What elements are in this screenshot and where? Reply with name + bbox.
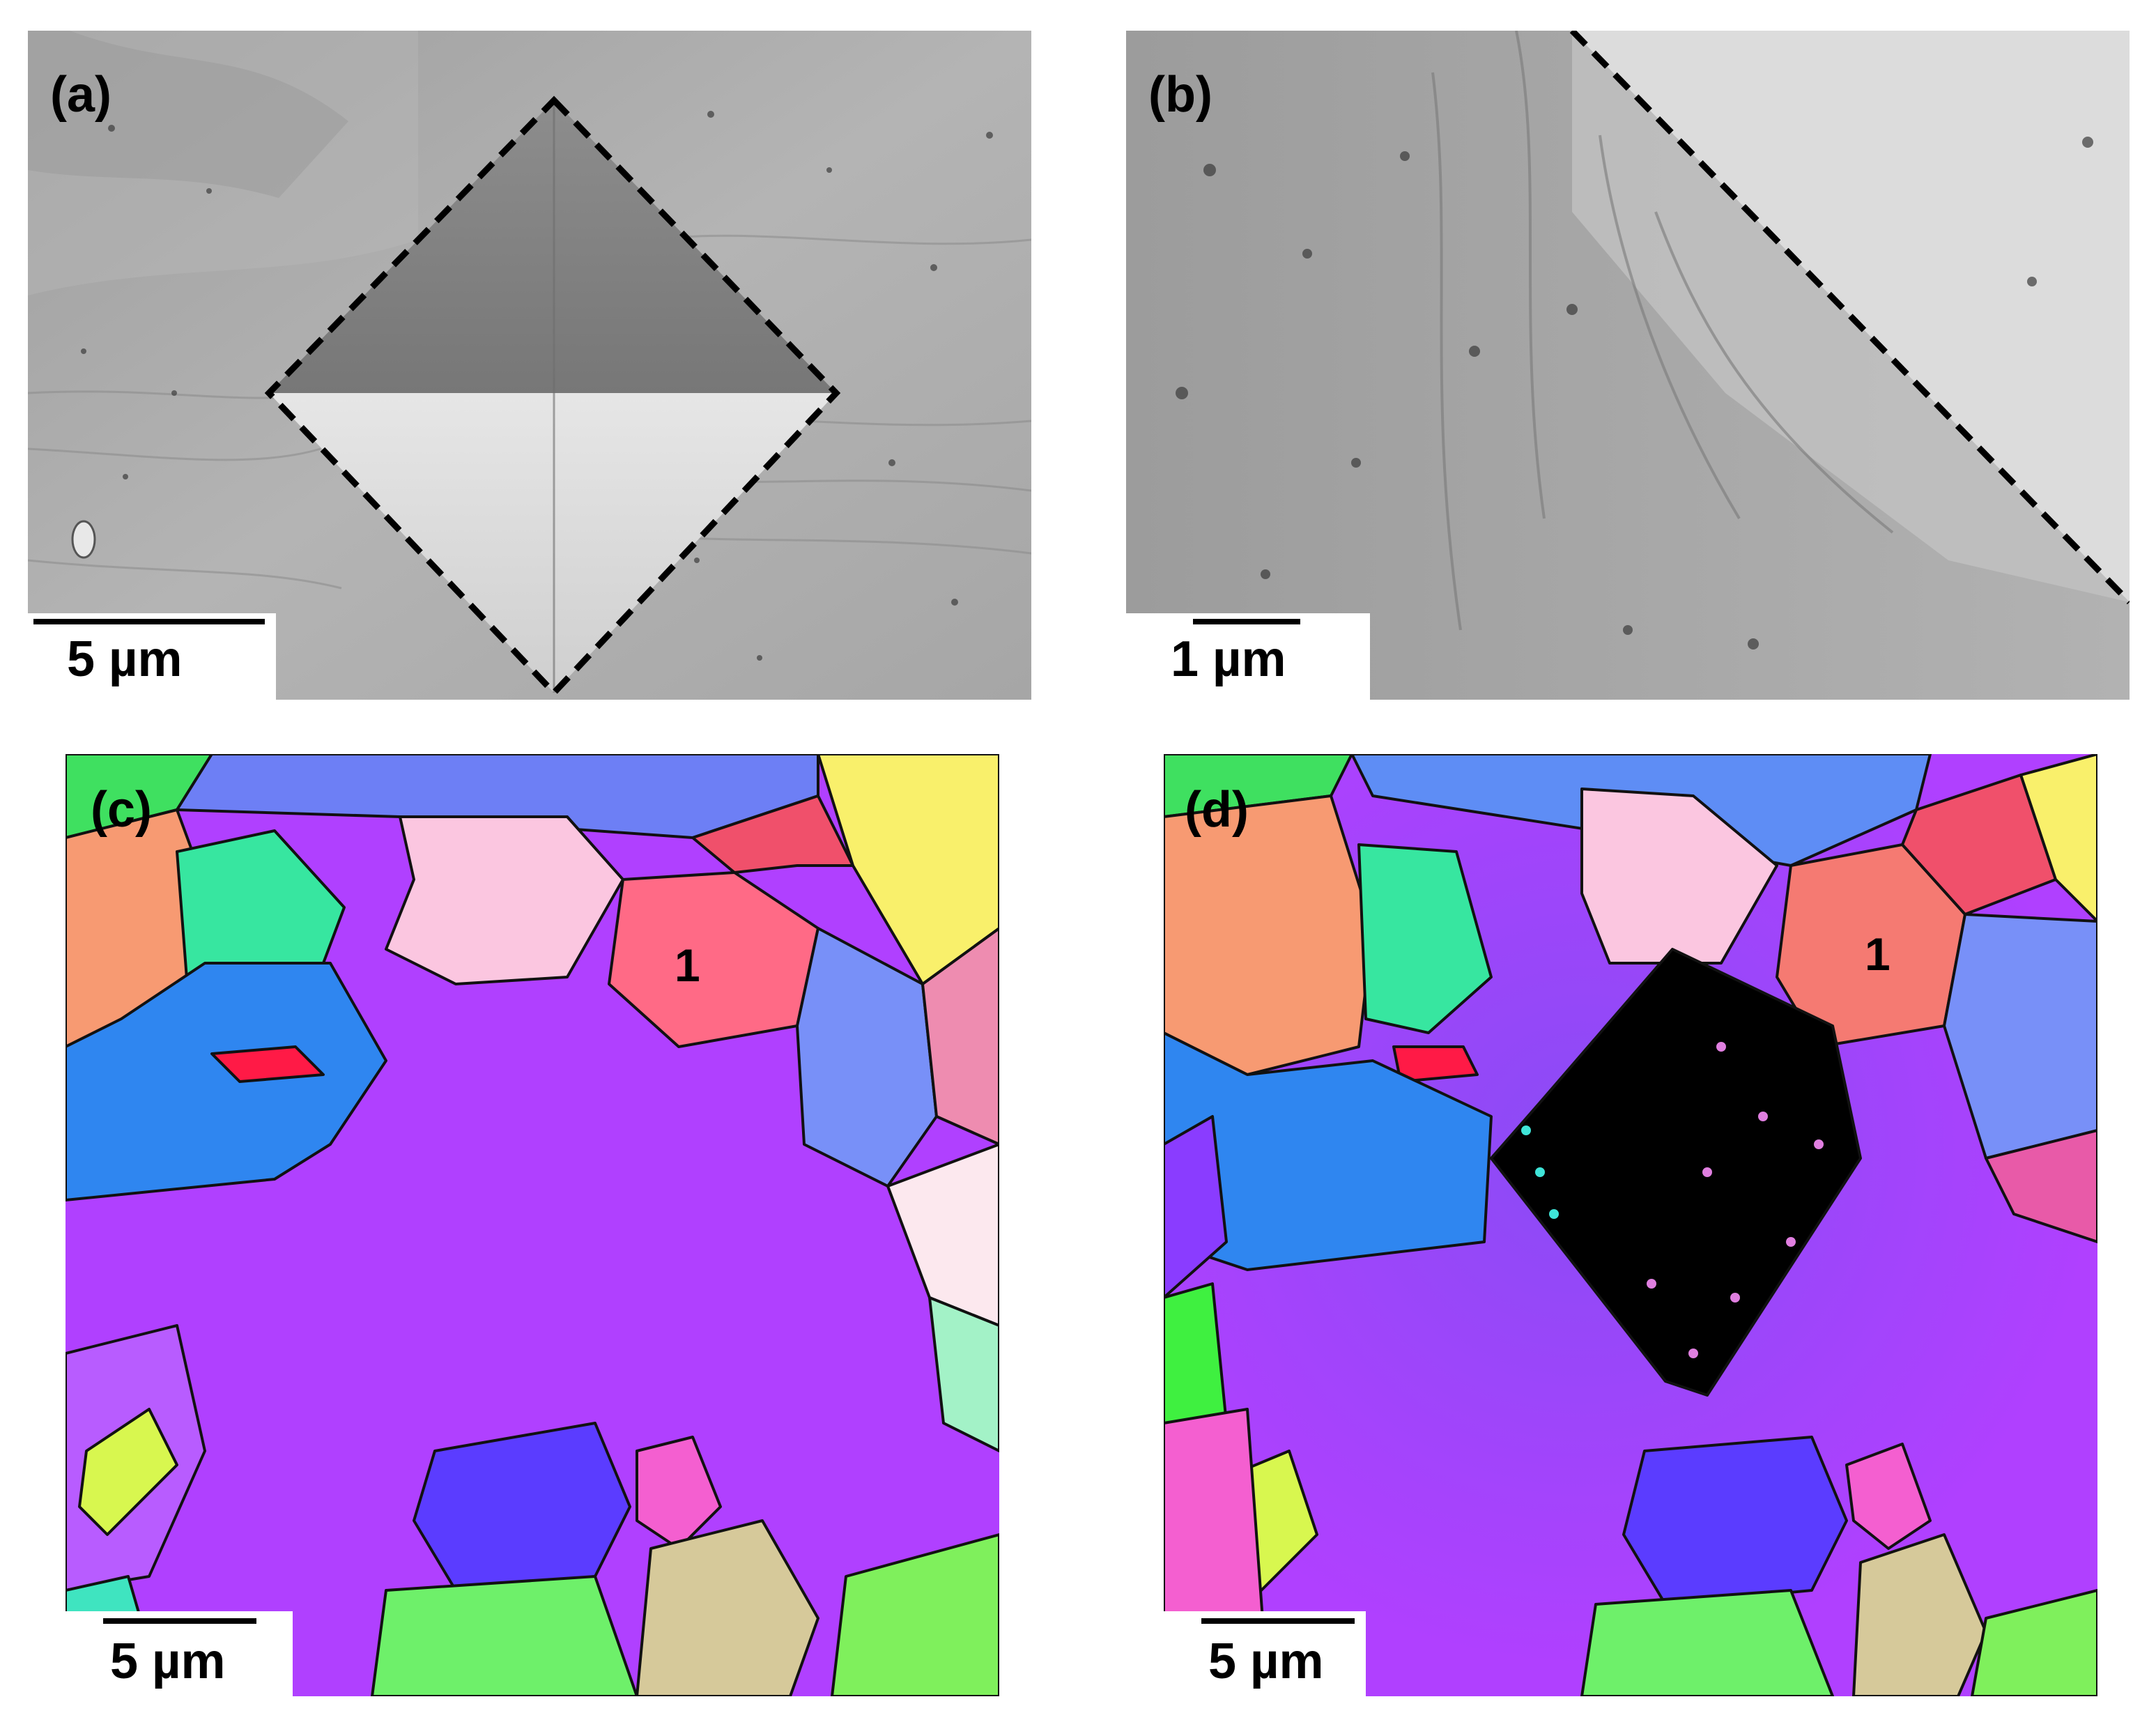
indent-outline-a (264, 95, 841, 698)
scale-bar-a (33, 619, 265, 624)
panel-a-sem-image: (a) 5 µm (28, 31, 1031, 700)
scale-bar-box-d: 5 µm (1164, 1611, 1366, 1696)
grain-label-d: 1 (1865, 928, 1891, 980)
scale-bar-box-c: 5 µm (66, 1611, 293, 1696)
sem-image-a (28, 31, 1031, 700)
scale-bar-label-a: 5 µm (67, 631, 183, 687)
panel-d-ebsd-map: 1 (d) 5 µm (1164, 754, 2097, 1696)
grain-label-c: 1 (675, 939, 700, 991)
scale-bar-b (1193, 619, 1300, 624)
panel-label-a: (a) (50, 67, 111, 123)
scale-bar-label-c: 5 µm (110, 1634, 226, 1689)
panel-label-b: (b) (1148, 67, 1212, 123)
panel-label-d: (d) (1185, 782, 1249, 838)
scale-bar-label-d: 5 µm (1208, 1634, 1324, 1689)
scale-bar-box-b: 1 µm (1126, 613, 1370, 700)
panel-c-ebsd-map: 1 (c) 5 µm (66, 754, 999, 1696)
scale-bar-c (103, 1618, 256, 1624)
indent-edge-b (1569, 31, 2130, 605)
scale-bar-label-b: 1 µm (1171, 631, 1286, 687)
unindexed-indent-region-d (1490, 948, 1862, 1397)
panel-b-sem-image: (b) 1 µm (1126, 31, 2130, 700)
ebsd-map-c (66, 754, 999, 1696)
panel-label-c: (c) (91, 782, 152, 838)
ebsd-map-d (1164, 754, 2097, 1696)
scale-bar-d (1201, 1618, 1355, 1624)
sem-image-b (1126, 31, 2130, 700)
scale-bar-box-a: 5 µm (28, 613, 276, 700)
